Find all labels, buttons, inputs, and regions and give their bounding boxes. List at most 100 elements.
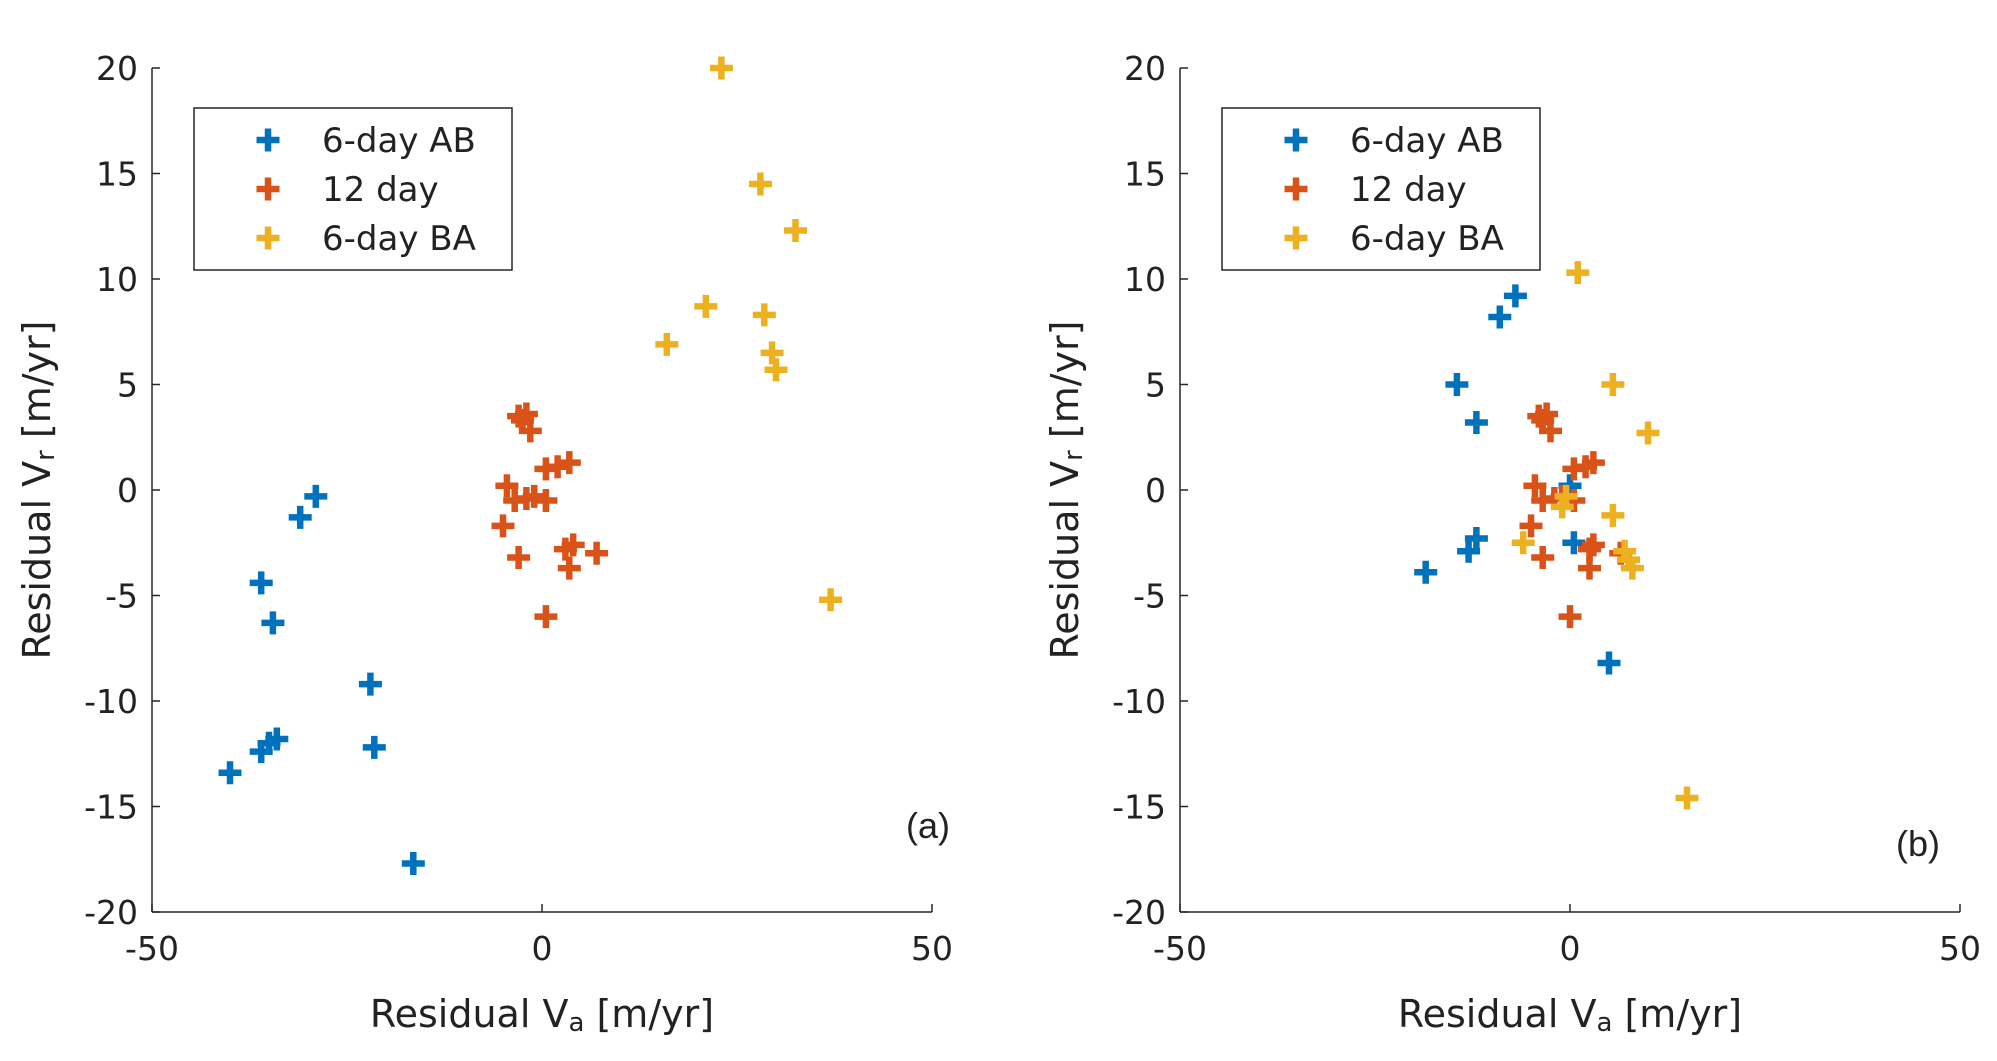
data-point <box>1601 503 1625 527</box>
data-point <box>1488 305 1512 329</box>
data-point <box>491 514 515 538</box>
data-point <box>1550 495 1574 519</box>
data-point <box>1457 539 1481 563</box>
x-tick-label: 50 <box>911 929 953 968</box>
data-point <box>1511 531 1535 555</box>
y-tick-label: -15 <box>1112 788 1166 827</box>
data-point <box>557 556 581 580</box>
y-tick-label: 0 <box>117 471 138 510</box>
x-tick-label: 0 <box>532 929 553 968</box>
y-tick-label: -15 <box>84 788 138 827</box>
data-point <box>218 761 242 785</box>
y-tick-label: -20 <box>1112 893 1166 932</box>
data-point <box>1562 531 1586 555</box>
legend-label: 6-day AB <box>1350 121 1504 161</box>
series-1 <box>218 484 425 875</box>
legend-label: 6-day BA <box>322 219 476 259</box>
legend: 6-day AB 12 day 6-day BA <box>1221 107 1541 271</box>
x-axis-title: Residual Va [m/yr] <box>370 992 714 1038</box>
data-point <box>694 294 718 318</box>
legend-marker <box>256 177 280 201</box>
legend-marker <box>1284 128 1308 152</box>
x-tick-label: 0 <box>1560 929 1581 968</box>
legend-label: 6-day AB <box>322 121 476 161</box>
x-tick-label: 50 <box>1939 929 1981 968</box>
data-point <box>401 851 425 875</box>
y-tick-label: -10 <box>1112 682 1166 721</box>
y-tick-label: -10 <box>84 682 138 721</box>
legend-box <box>1221 107 1541 271</box>
series-2 <box>491 402 609 629</box>
data-point <box>534 489 558 513</box>
y-tick-label: 10 <box>1124 260 1166 299</box>
data-point <box>1531 546 1555 570</box>
data-point <box>1464 410 1488 434</box>
data-point <box>1519 514 1543 538</box>
data-point <box>1414 560 1438 584</box>
y-tick-label: 20 <box>96 49 138 88</box>
x-tick-label: -50 <box>1153 929 1207 968</box>
y-tick-label: 20 <box>1124 49 1166 88</box>
data-point <box>1597 651 1621 675</box>
legend-label: 6-day BA <box>1350 219 1504 259</box>
data-point <box>1581 533 1605 557</box>
legend-label: 12 day <box>1350 170 1467 210</box>
data-point <box>1581 451 1605 475</box>
data-point <box>495 474 519 498</box>
series-3 <box>655 56 843 612</box>
data-point <box>655 332 679 356</box>
data-point <box>522 484 546 508</box>
data-point <box>1578 556 1601 580</box>
series-1 <box>1414 284 1621 675</box>
data-point <box>304 484 328 508</box>
data-point <box>585 541 609 565</box>
data-point <box>358 672 382 696</box>
data-point <box>362 735 386 759</box>
data-point <box>534 605 558 629</box>
data-point <box>249 571 273 595</box>
data-point <box>561 533 585 557</box>
data-point <box>1675 786 1699 810</box>
data-point <box>752 303 776 327</box>
data-point <box>1445 373 1469 396</box>
data-point <box>1601 373 1625 396</box>
data-point <box>1620 556 1644 580</box>
legend-marker <box>256 128 280 152</box>
data-point <box>1464 527 1488 551</box>
y-tick-label: -20 <box>84 893 138 932</box>
data-point <box>557 451 581 475</box>
data-point <box>507 546 531 570</box>
panel-label: (a) <box>906 805 950 846</box>
y-tick-label: 10 <box>96 260 138 299</box>
y-tick-label: 0 <box>1145 471 1166 510</box>
legend-label: 12 day <box>322 170 439 210</box>
y-tick-label: 5 <box>1145 366 1166 405</box>
data-point <box>1539 419 1562 443</box>
y-tick-label: 15 <box>96 155 138 194</box>
data-point <box>1503 284 1527 308</box>
data-point <box>760 341 784 365</box>
y-axis-title: Residual Vr [m/yr] <box>15 321 61 660</box>
data-point <box>1558 605 1582 629</box>
series-3 <box>1511 261 1699 810</box>
panel-label: (b) <box>1896 823 1940 864</box>
data-point <box>764 358 788 382</box>
legend-box <box>193 107 513 271</box>
x-axis-title: Residual Va [m/yr] <box>1398 992 1742 1038</box>
data-point <box>518 419 542 443</box>
x-tick-label: -50 <box>125 929 179 968</box>
legend-marker <box>1284 177 1308 201</box>
y-tick-label: 5 <box>117 366 138 405</box>
data-point <box>748 172 772 196</box>
data-point <box>1523 474 1547 498</box>
y-tick-label: -5 <box>105 577 138 616</box>
data-point <box>288 505 312 529</box>
y-axis-title: Residual Vr [m/yr] <box>1043 321 1089 660</box>
data-point <box>709 56 733 80</box>
y-tick-label: -5 <box>1133 577 1166 616</box>
data-point <box>265 727 289 751</box>
legend: 6-day AB 12 day 6-day BA <box>193 107 513 271</box>
